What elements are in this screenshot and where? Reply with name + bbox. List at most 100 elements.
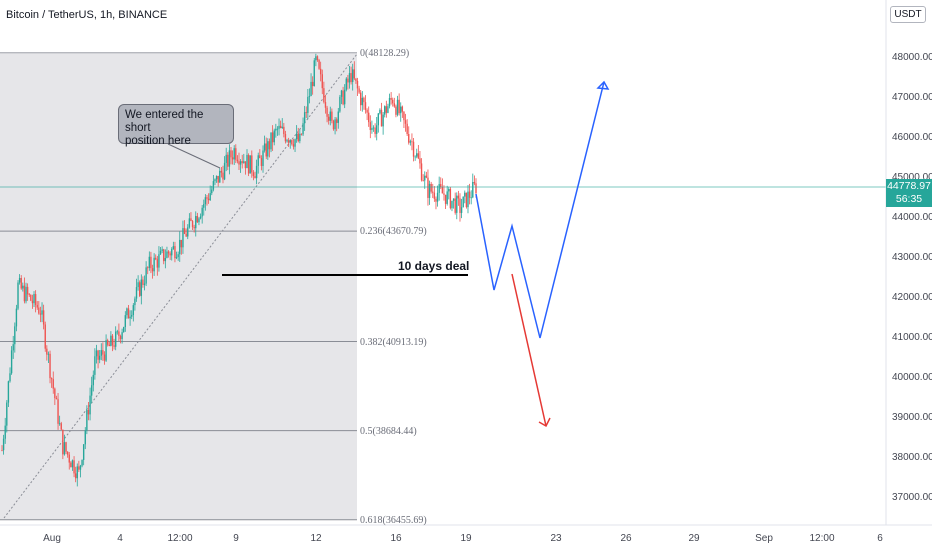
candle-body xyxy=(227,154,229,167)
candle-body xyxy=(451,200,453,209)
candle-body xyxy=(259,155,261,159)
candle-body xyxy=(425,175,428,178)
candle-body xyxy=(449,188,452,209)
candle-body xyxy=(15,308,18,327)
candle-body xyxy=(206,197,208,199)
candle-body xyxy=(17,282,19,309)
candle-body xyxy=(409,141,412,143)
candle-body xyxy=(398,99,400,114)
candle-body xyxy=(158,254,160,268)
candle-body xyxy=(36,304,38,308)
candle-body xyxy=(228,150,231,167)
candle-body xyxy=(419,158,421,164)
candle-body xyxy=(396,99,399,115)
arrow-head-bearish xyxy=(538,417,551,428)
candle-body xyxy=(475,183,477,194)
candle-body xyxy=(462,196,464,208)
candle-body xyxy=(465,192,468,208)
candle-body xyxy=(339,96,341,112)
candle-body xyxy=(257,155,259,166)
candle-body xyxy=(65,442,67,452)
candle-body xyxy=(124,315,127,327)
candle-body xyxy=(137,282,139,288)
chart-title: Bitcoin / TetherUS, 1h, BINANCE xyxy=(6,9,168,21)
candle-body xyxy=(392,99,394,104)
candle-body xyxy=(209,193,211,201)
candle-body xyxy=(424,175,426,181)
candle-body xyxy=(105,340,107,361)
candle-body xyxy=(360,92,362,106)
candle-body xyxy=(214,179,216,182)
candle-body xyxy=(262,150,264,166)
currency-badge[interactable]: USDT xyxy=(890,6,926,23)
candle-body xyxy=(66,451,69,455)
time-tick: 16 xyxy=(390,533,402,544)
candle-body xyxy=(353,69,355,79)
candle-body xyxy=(270,132,272,150)
candle-body xyxy=(433,192,436,199)
candle-body xyxy=(201,207,203,217)
candle-body xyxy=(134,298,136,306)
candle-body xyxy=(302,123,304,135)
candle-body xyxy=(319,68,322,75)
candle-body xyxy=(145,267,147,284)
candle-body xyxy=(448,188,450,192)
candle-body xyxy=(123,326,125,333)
time-tick: Aug xyxy=(43,533,61,544)
candle-body xyxy=(4,425,6,439)
candle-countdown: 56:35 xyxy=(895,193,923,205)
candle-body xyxy=(323,88,325,103)
candle-body xyxy=(231,157,234,160)
time-tick: 29 xyxy=(688,533,700,544)
candle-body xyxy=(292,144,295,147)
candles xyxy=(1,53,477,487)
candle-body xyxy=(368,112,370,123)
candle-body xyxy=(110,335,112,347)
candle-body xyxy=(303,112,306,124)
candle-body xyxy=(324,102,327,108)
candle-body xyxy=(171,249,173,256)
candle-body xyxy=(350,73,352,83)
price-tick: 40000.00 xyxy=(892,372,932,383)
time-tick: 4 xyxy=(117,533,123,544)
candle-body xyxy=(179,239,181,255)
candle-body xyxy=(126,308,128,316)
candle-body xyxy=(63,442,66,455)
candle-body xyxy=(167,251,170,254)
candle-body xyxy=(57,399,59,424)
candle-body xyxy=(215,175,218,180)
candle-body xyxy=(254,176,256,179)
candle-body xyxy=(332,120,335,130)
candle-body xyxy=(12,344,14,351)
candle-body xyxy=(185,233,187,237)
candle-body xyxy=(356,80,359,89)
candle-body xyxy=(307,96,309,113)
candle-body xyxy=(374,127,376,134)
candle-body xyxy=(464,192,466,197)
candle-body xyxy=(20,278,22,289)
candle-body xyxy=(310,81,312,97)
candle-body xyxy=(58,423,61,425)
candle-body xyxy=(275,128,277,131)
candle-body xyxy=(204,197,207,205)
price-tick: 47000.00 xyxy=(892,92,932,103)
candle-body xyxy=(2,438,5,451)
callout-text-line-1: We entered the short xyxy=(125,109,204,134)
candle-body xyxy=(249,155,251,174)
fib-label-0618: 0.618(36455.69) xyxy=(360,515,427,526)
candle-body xyxy=(443,193,445,195)
candle-body xyxy=(473,182,476,184)
candle-body xyxy=(54,388,56,399)
projection-path-bullish xyxy=(475,81,605,339)
candle-body xyxy=(342,90,344,105)
candle-body xyxy=(190,218,192,222)
candle-body xyxy=(335,119,338,123)
candle-body xyxy=(106,340,109,345)
candle-body xyxy=(187,227,189,237)
candle-body xyxy=(113,345,115,347)
candle-body xyxy=(238,161,240,165)
candle-body xyxy=(388,97,391,107)
candle-body xyxy=(196,216,199,223)
candle-body xyxy=(198,218,200,223)
